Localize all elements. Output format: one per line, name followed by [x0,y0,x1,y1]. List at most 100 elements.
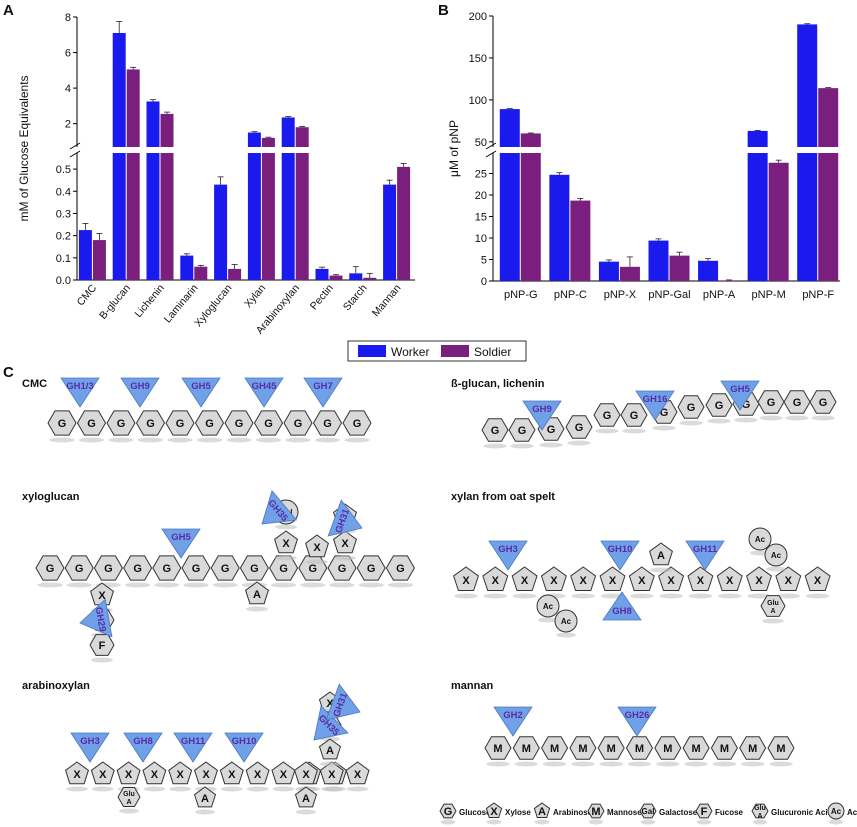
chart-a-bar-soldier [295,127,309,280]
residue-g [152,555,182,581]
residue-x [570,566,597,591]
key-symbol-glua-shadow [752,819,768,825]
residue-m-label: M [663,743,672,755]
residue-g-shadow [329,582,355,588]
residue-g-label: G [133,563,142,575]
residue-x [511,566,538,591]
residue-x-shadow [306,559,328,565]
bglucan-chain: G G G G G G G G G G G G G [481,390,837,449]
residue-m-shadow [627,761,652,767]
key-symbol-f-label: F [701,806,708,818]
residue-m-shadow [571,761,595,767]
residue-ac-label: Ac [543,602,554,611]
residue-x [142,761,167,785]
enzyme-gh5: GH5 [161,528,201,559]
residue-g-shadow [358,582,384,588]
chart-b-axis-break [483,147,842,153]
title-mannan: mannan [451,680,493,692]
enzyme-label: GH1/3 [66,381,93,392]
residue-m-label: M [635,743,644,755]
residue-g-label: G [117,418,126,430]
residue-g-label: G [221,563,230,575]
chart-a-bar-worker [349,273,363,280]
enzyme-triangle [173,732,213,763]
residue-x-label: X [609,575,617,587]
residue-x-label: X [697,575,705,587]
enzyme-triangle [79,598,113,638]
residue-m-shadow [542,761,567,767]
chart-b-ytick-label: 200 [469,11,487,23]
residue-g-shadow [226,437,252,443]
residue-m-shadow [712,761,737,767]
chart-a-bar-worker [281,117,295,280]
residue-m [541,736,569,760]
enzyme-label: GH5 [191,381,211,392]
residue-g-label: G [338,563,347,575]
residue-a [245,581,269,605]
residue-x-label: X [313,542,321,554]
residue-x-label: X [282,538,290,550]
residue-g-shadow [196,437,223,443]
residue-g-label: G [75,563,84,575]
residue-m-shadow [684,761,708,767]
residue-g [181,555,211,581]
residue-g-shadow [78,437,105,443]
residue-x-shadow [454,593,478,599]
residue-g-shadow [300,582,326,588]
residue-g [283,410,313,436]
residue-a-label: A [302,793,310,805]
chart-a-bar-soldier [194,266,208,280]
residue-g-shadow [37,582,63,588]
residue-m-label: M [578,743,587,755]
residue-g-shadow [811,415,835,421]
enzyme-triangle [120,377,160,408]
chart-a-category-label: Mannan [370,282,404,319]
residue-x [658,566,685,591]
chart-a-bar-worker [247,132,261,280]
enzyme-triangle [60,377,100,408]
key-symbol-ac-label: Ac [831,807,842,816]
chart-b-break-mark [485,142,497,150]
residue-x-label: X [326,698,334,710]
enzyme-triangle [685,540,725,571]
residue-g [481,418,509,442]
residue-g-label: G [104,563,113,575]
key-symbol-glua [751,803,769,819]
residue-m [739,736,767,760]
chart-b-bar-soldier [619,266,640,281]
residue-g-label: G [660,407,669,419]
legend: Worker Soldier [347,340,527,362]
residue-x-shadow [630,593,654,599]
residue-x-label: X [341,538,349,550]
enzyme-triangle [244,377,284,408]
residue-m [654,736,682,760]
residue-g-label: G [793,397,802,409]
residue-a-shadow [246,606,268,612]
enzyme-label: GH3 [498,544,518,555]
residue-g-label: G [819,397,828,409]
enzyme-gh10: GH10 [224,732,264,763]
residue-g [93,555,123,581]
enzyme-gh5: GH5 [181,377,221,408]
key-symbol-glua-label: A [757,813,762,820]
residue-g-label: G [353,418,362,430]
chart-a-axis-break [67,147,417,153]
enzyme-label: GH7 [313,381,333,392]
residue-g-shadow [785,415,809,421]
residue-g-label: G [547,424,556,436]
key-symbol-x [485,802,503,818]
residue-x [687,566,714,591]
residue-g-label: G [715,400,724,412]
chart-a-bar-soldier [261,137,275,280]
chart-b-bar-soldier [818,88,839,282]
residue-x [775,566,802,591]
chart-a-ytick-label: 0.1 [56,253,71,265]
residue-m-label: M [720,743,729,755]
residue-m [569,736,597,760]
enzyme-label: GH5 [730,384,750,395]
enzyme-triangle [313,705,349,741]
enzyme-triangle [522,400,562,431]
enzyme-gh9: GH9 [522,400,562,431]
residue-g-label: G [687,402,696,414]
